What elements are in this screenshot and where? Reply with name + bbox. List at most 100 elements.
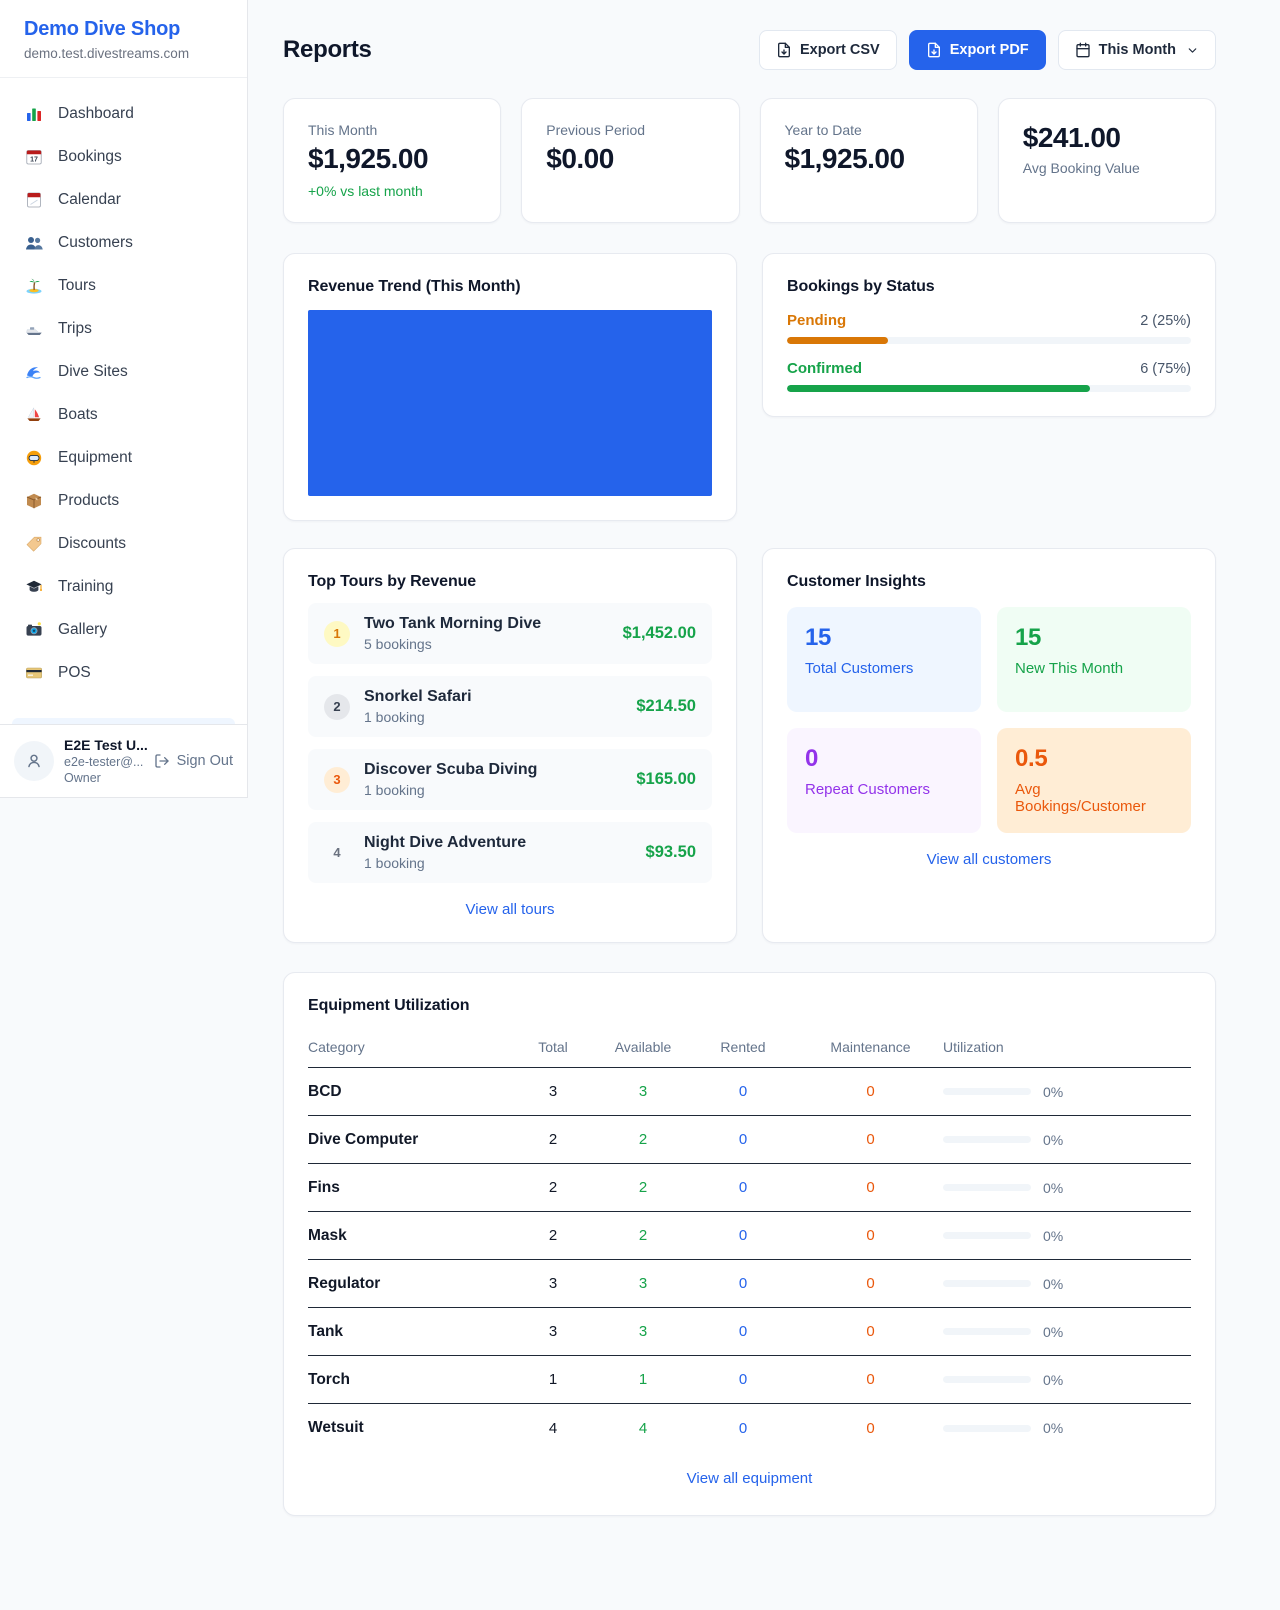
tour-name: Night Dive Adventure xyxy=(364,834,527,851)
sidebar-item-products[interactable]: Products xyxy=(12,479,235,522)
sidebar-header: Demo Dive Shop demo.test.divestreams.com xyxy=(0,0,247,78)
equipment-total: 3 xyxy=(548,1275,558,1292)
export-csv-button[interactable]: Export CSV xyxy=(758,30,897,70)
period-dropdown[interactable]: This Month xyxy=(1057,30,1216,70)
top-tours-title: Top Tours by Revenue xyxy=(308,573,477,590)
tour-row-snorkel-safari: 2 Snorkel Safari 1 booking $214.50 xyxy=(308,676,712,737)
status-label: Confirmed xyxy=(787,360,862,377)
export-pdf-button[interactable]: Export PDF xyxy=(908,30,1046,70)
status-count: 2 (25%) xyxy=(1140,313,1191,329)
sidebar-item-label: Dashboard xyxy=(58,104,134,122)
sidebar-item-trips[interactable]: Trips xyxy=(12,307,235,350)
equipment-maintenance: 0 xyxy=(866,1083,875,1100)
sidebar-item-label: Boats xyxy=(58,405,98,423)
equipment-maintenance: 0 xyxy=(866,1179,875,1196)
status-label: Pending xyxy=(787,312,847,329)
stat-label: Year to Date xyxy=(784,122,862,138)
equipment-rented: 0 xyxy=(738,1083,748,1100)
equipment-column-available: Available xyxy=(614,1039,672,1055)
bookings-by-status-title: Bookings by Status xyxy=(787,278,935,295)
stat-label: Previous Period xyxy=(546,122,646,138)
sidebar-item-dive-sites[interactable]: Dive Sites xyxy=(12,350,235,393)
equipment-category: Torch xyxy=(308,1370,350,1388)
stat-card-this-month: This Month $1,925.00 +0% vs last month xyxy=(283,98,502,223)
revenue-trend-title: Revenue Trend (This Month) xyxy=(308,278,521,295)
tour-name: Snorkel Safari xyxy=(364,688,472,705)
view-all-tours-link[interactable]: View all tours xyxy=(465,901,555,918)
utilization-percent: 0% xyxy=(1043,1371,1064,1388)
insight-label: New This Month xyxy=(1015,660,1124,677)
sidebar-item-boats[interactable]: Boats xyxy=(12,393,235,436)
wave-icon xyxy=(24,362,44,382)
sidebar-item-dashboard[interactable]: Dashboard xyxy=(12,92,235,135)
main-content: Reports Export CSV Export PDF This Month xyxy=(248,0,1280,1590)
tour-bookings: 1 booking xyxy=(364,782,425,798)
equipment-available: 4 xyxy=(638,1419,648,1437)
utilization-percent: 0% xyxy=(1043,1420,1064,1436)
sidebar-item-label: Trips xyxy=(58,319,92,337)
status-row-pending: Pending 2 (25%) xyxy=(787,312,1191,344)
stat-card-year-to-date: Year to Date $1,925.00 xyxy=(759,98,978,223)
equipment-row-dive-computer: Dive Computer 2 2 0 0 0% xyxy=(308,1116,1191,1164)
insight-label: Repeat Customers xyxy=(805,781,931,798)
equipment-category: Wetsuit xyxy=(308,1419,364,1436)
sidebar-item-bookings[interactable]: 17 Bookings xyxy=(12,135,235,178)
sidebar-item-label: Customers xyxy=(58,233,133,251)
customer-insights-title: Customer Insights xyxy=(787,573,926,590)
rank-badge: 4 xyxy=(333,845,341,860)
sidebar-item-training[interactable]: Training xyxy=(12,565,235,608)
equipment-category: BCD xyxy=(308,1082,342,1100)
equipment-available: 2 xyxy=(638,1227,648,1244)
equipment-row-regulator: Regulator 3 3 0 0 0% xyxy=(308,1260,1191,1308)
sidebar-item-gallery[interactable]: Gallery xyxy=(12,608,235,651)
view-all-customers-link[interactable]: View all customers xyxy=(926,851,1052,868)
sign-out-label: Sign Out xyxy=(176,753,233,769)
equipment-total: 2 xyxy=(548,1179,558,1196)
equipment-column-maintenance: Maintenance xyxy=(830,1039,911,1055)
equipment-category: Fins xyxy=(308,1178,340,1196)
sidebar-item-calendar[interactable]: Calendar xyxy=(12,178,235,221)
utilization-bar xyxy=(943,1232,1031,1239)
tour-revenue: $214.50 xyxy=(636,697,696,715)
tour-row-discover-scuba-diving: 3 Discover Scuba Diving 1 booking $165.0… xyxy=(308,749,712,810)
utilization-percent: 0% xyxy=(1043,1179,1064,1196)
avatar xyxy=(14,741,54,781)
view-all-equipment-link[interactable]: View all equipment xyxy=(686,1470,813,1487)
equipment-maintenance: 0 xyxy=(866,1275,875,1292)
sidebar-item-reports-partial[interactable] xyxy=(12,718,235,724)
top-tours-card: Top Tours by Revenue 1 Two Tank Morning … xyxy=(283,548,737,943)
sidebar-item-equipment[interactable]: Equipment xyxy=(12,436,235,479)
tour-bookings: 1 booking xyxy=(364,709,425,725)
stat-value: $1,925.00 xyxy=(308,143,429,174)
tour-name: Two Tank Morning Dive xyxy=(364,615,542,632)
stat-label: Avg Booking Value xyxy=(1022,160,1140,176)
svg-text:17: 17 xyxy=(30,156,38,163)
export-pdf-label: Export PDF xyxy=(949,42,1029,58)
insight-tile-total-customers: 15 Total Customers xyxy=(787,607,981,712)
equipment-available: 3 xyxy=(638,1275,648,1292)
insight-tile-repeat-customers: 0 Repeat Customers xyxy=(787,728,981,833)
sign-out-button[interactable]: Sign Out xyxy=(154,753,233,769)
equipment-rented: 0 xyxy=(738,1323,748,1340)
equipment-utilization-title: Equipment Utilization xyxy=(308,997,470,1014)
sidebar-item-discounts[interactable]: Discounts xyxy=(12,522,235,565)
sidebar-item-label: Equipment xyxy=(58,448,133,466)
sidebar-item-customers[interactable]: Customers xyxy=(12,221,235,264)
export-csv-label: Export CSV xyxy=(799,42,880,58)
equipment-column-category: Category xyxy=(308,1039,365,1055)
insight-value: 0.5 xyxy=(1015,745,1048,772)
insight-tile-new-this-month: 15 New This Month xyxy=(997,607,1191,712)
equipment-available: 3 xyxy=(638,1323,648,1340)
tour-revenue: $1,452.00 xyxy=(622,624,696,642)
sidebar-item-label: Tours xyxy=(58,276,96,294)
equipment-maintenance: 0 xyxy=(866,1131,875,1148)
tour-name: Discover Scuba Diving xyxy=(364,761,538,778)
stat-cards: This Month $1,925.00 +0% vs last month P… xyxy=(283,98,1216,223)
calendar-icon xyxy=(1076,42,1090,58)
sidebar-item-tours[interactable]: Tours xyxy=(12,264,235,307)
user-email: e2e-tester@... xyxy=(64,755,144,769)
tour-bookings: 5 bookings xyxy=(364,636,432,652)
status-progress-track xyxy=(787,337,1191,344)
person-icon xyxy=(28,754,40,768)
sidebar-item-pos[interactable]: POS xyxy=(12,651,235,694)
